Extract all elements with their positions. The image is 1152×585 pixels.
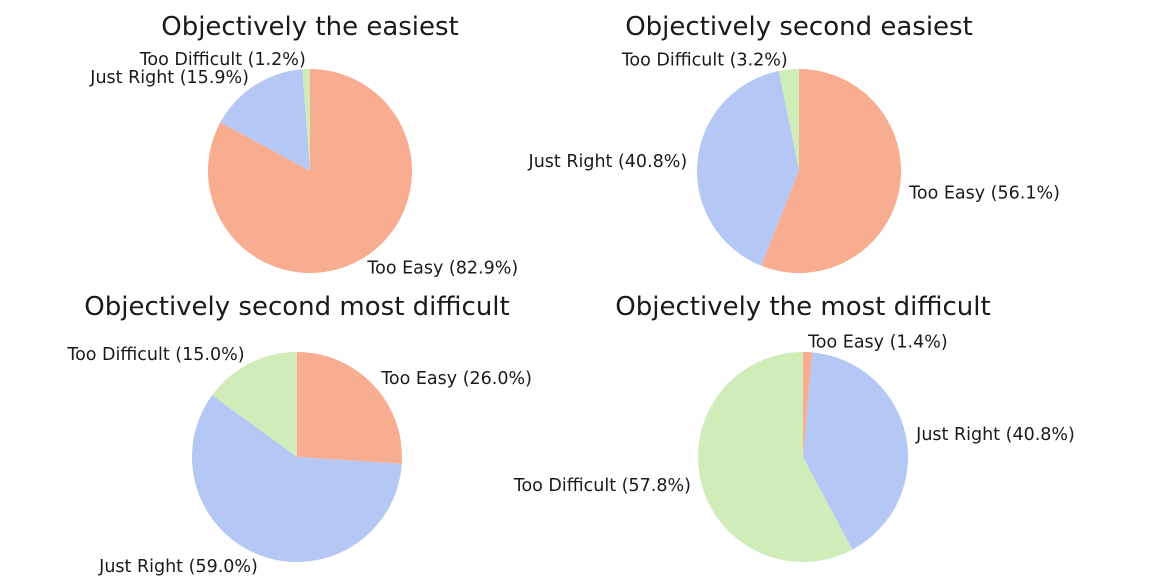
slice-label-just-right: Just Right (59.0%) [98, 557, 258, 577]
pie-slice-too-easy [297, 352, 402, 464]
pie-slice-just-right [697, 71, 799, 266]
chart-title: Objectively the most difficult [615, 292, 990, 322]
pie-chart-objectively-second-most-difficult: Objectively second most difficult Too Di… [66, 292, 532, 577]
slice-label-too-difficult: Too Difficult (3.2%) [621, 50, 788, 70]
pie-slice-too-difficult [302, 69, 310, 171]
pie-slice-too-difficult [212, 351, 297, 457]
slice-label-just-right: Just Right (40.8%) [915, 425, 1075, 445]
chart-title: Objectively second most difficult [84, 292, 509, 322]
pie-slice-too-difficult [778, 69, 799, 171]
chart-title: Objectively the easiest [161, 12, 459, 42]
slice-label-just-right: Just Right (15.9%) [89, 68, 249, 88]
pie-slice-too-difficult [698, 352, 853, 563]
pie-slice-just-right [192, 395, 402, 562]
pie-slice-too-easy [761, 69, 902, 273]
slice-label-too-easy: Too Easy (26.0%) [380, 369, 532, 389]
slice-label-too-easy: Too Easy (82.9%) [366, 259, 518, 279]
slice-label-too-difficult: Too Difficult (57.8%) [513, 476, 691, 496]
slice-label-too-difficult: Too Difficult (15.0%) [66, 345, 244, 365]
pie-slice-too-easy [208, 69, 412, 273]
slice-label-just-right: Just Right (40.8%) [528, 152, 688, 172]
pie-slice-too-easy [803, 352, 813, 457]
slice-label-too-difficult: Too Difficult (1.2%) [139, 50, 306, 70]
slice-label-too-easy: Too Easy (56.1%) [908, 183, 1060, 203]
pie-slice-just-right [220, 69, 310, 171]
pie-slice-just-right [803, 352, 908, 550]
chart-title: Objectively second easiest [625, 12, 973, 42]
pie-chart-objectively-the-easiest: Objectively the easiest Too Difficult (1… [89, 12, 518, 279]
slice-label-too-easy: Too Easy (1.4%) [807, 333, 948, 353]
pie-chart-objectively-second-easiest: Objectively second easiest Too Difficult… [528, 12, 1060, 273]
pie-chart-objectively-the-most-difficult: Objectively the most difficult Too Diffi… [513, 292, 1075, 563]
